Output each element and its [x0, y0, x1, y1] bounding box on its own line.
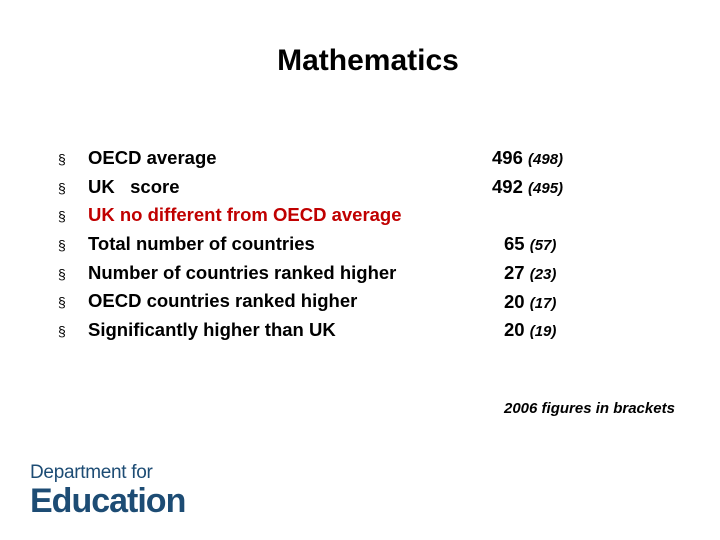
- bullet-icon: §: [58, 208, 66, 225]
- list-item: § Significantly higher than UK: [58, 316, 402, 345]
- previous-value: (19): [529, 323, 557, 341]
- significantly-higher-value: 20 (19): [504, 316, 556, 347]
- previous-value: (498): [528, 151, 564, 168]
- bullet-icon: §: [58, 237, 66, 254]
- current-value: 496: [492, 147, 523, 168]
- previous-value: (57): [529, 237, 557, 255]
- logo-line-1: Department for: [30, 462, 153, 483]
- list-item: § UK no different from OECD average: [58, 201, 402, 230]
- oecd-ranked-higher-value: 20 (17): [504, 288, 556, 319]
- bullet-label: Total number of countries: [88, 233, 315, 255]
- current-value: 27: [504, 261, 525, 283]
- bullet-icon: §: [58, 179, 66, 196]
- previous-value: (23): [529, 265, 557, 283]
- bullet-label: Number of countries ranked higher: [88, 261, 397, 283]
- ranked-higher-value: 27 (23): [504, 259, 556, 290]
- logo-line-2: Education: [30, 482, 186, 520]
- oecd-average-value: 496 (498): [492, 144, 563, 175]
- department-logo: Department for Education: [30, 462, 186, 520]
- bullet-icon: §: [58, 265, 66, 282]
- current-value: 20: [504, 319, 525, 341]
- bullet-label: UK score: [88, 175, 180, 197]
- bullet-label: UK no different from OECD average: [88, 204, 402, 226]
- current-value: 65: [504, 233, 525, 255]
- total-countries-value: 65 (57): [504, 230, 556, 261]
- bullet-label: Significantly higher than UK: [88, 319, 336, 341]
- current-value: 20: [504, 290, 525, 312]
- bullet-icon: §: [58, 294, 66, 311]
- list-item: § OECD average: [58, 144, 402, 173]
- brackets-note: 2006 figures in brackets: [504, 400, 675, 417]
- bullet-list: § OECD average § UK score § UK no different…: [58, 144, 402, 345]
- previous-value: (17): [529, 294, 557, 312]
- uk-score-value: 492 (495): [492, 173, 563, 204]
- bullet-icon: §: [58, 323, 66, 340]
- bullet-label: OECD countries ranked higher: [88, 290, 358, 312]
- list-item: § OECD countries ranked higher: [58, 287, 402, 316]
- previous-value: (495): [528, 179, 564, 197]
- slide-title: Mathematics: [277, 44, 459, 77]
- current-value: 492: [492, 175, 523, 197]
- bullet-icon: §: [58, 151, 66, 167]
- list-item: § Number of countries ranked higher: [58, 259, 402, 288]
- list-item: § UK score: [58, 173, 402, 202]
- list-item: § Total number of countries: [58, 230, 402, 259]
- bullet-label: OECD average: [88, 147, 217, 168]
